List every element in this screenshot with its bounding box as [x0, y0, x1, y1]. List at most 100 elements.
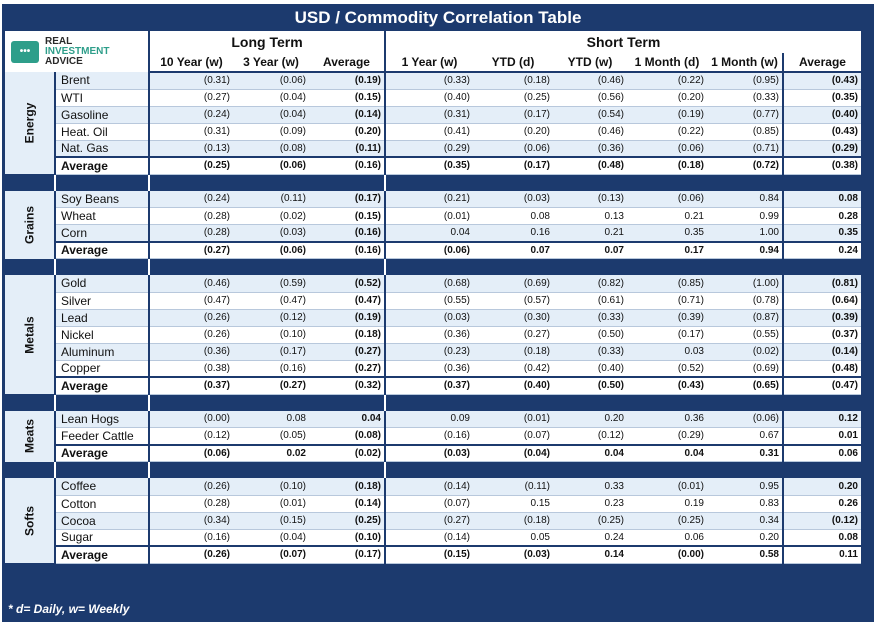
value-cell: (0.25) — [309, 512, 386, 530]
value-cell: (0.09) — [233, 123, 309, 141]
value-cell: (0.27) — [473, 326, 553, 344]
group-separator — [5, 394, 861, 411]
value-cell: (0.26) — [149, 478, 233, 496]
value-cell: (0.08) — [309, 427, 386, 445]
value-cell: (0.16) — [385, 427, 473, 445]
value-cell: 0.95 — [707, 478, 784, 496]
short-term-header: Short Term — [385, 31, 861, 53]
value-cell: (0.64) — [783, 292, 861, 310]
value-cell: (0.23) — [385, 343, 473, 361]
group-label-text: Metals — [22, 315, 37, 354]
commodity-name: Silver — [55, 292, 150, 310]
value-cell: (0.17) — [473, 106, 553, 124]
value-cell: (0.04) — [233, 89, 309, 107]
value-cell: (0.27) — [309, 360, 386, 378]
average-value-cell: (0.03) — [473, 545, 553, 564]
average-label: Average — [55, 545, 150, 564]
separator-cell — [5, 174, 56, 191]
column-header: 1 Month (d) — [627, 53, 707, 73]
average-value-cell: (0.37) — [385, 376, 473, 395]
separator-cell — [385, 174, 861, 191]
value-cell: (0.11) — [473, 478, 553, 496]
value-cell: (0.33) — [707, 89, 784, 107]
average-value-cell: (0.37) — [149, 376, 233, 395]
separator-cell — [55, 174, 150, 191]
value-cell: (0.16) — [309, 224, 386, 242]
average-value-cell: (0.06) — [385, 240, 473, 259]
value-cell: (0.78) — [707, 292, 784, 310]
value-cell: (0.34) — [149, 512, 233, 530]
value-cell: (0.14) — [309, 495, 386, 513]
commodity-name: WTI — [55, 89, 150, 107]
value-cell: (0.85) — [627, 275, 707, 293]
table-row: Softs Coffee (0.26) (0.10) (0.18) (0.14) (0.11… — [5, 478, 861, 563]
average-value-cell: (0.06) — [233, 156, 309, 175]
commodity-name: Gold — [55, 275, 150, 293]
logo-line-2: INVESTMENT — [45, 45, 110, 57]
value-cell: (0.11) — [309, 140, 386, 158]
average-value-cell: (0.06) — [149, 443, 233, 462]
value-cell: (0.28) — [149, 495, 233, 513]
value-cell: (0.19) — [309, 72, 386, 90]
column-header: Average — [783, 53, 861, 73]
average-value-cell: 0.14 — [553, 545, 627, 564]
value-cell: (0.10) — [233, 478, 309, 496]
group-label-text: Energy — [22, 102, 37, 144]
average-value-cell: 0.04 — [627, 443, 707, 462]
value-cell: (0.24) — [149, 190, 233, 208]
table-row: Cocoa (0.34) (0.15) (0.25) (0.27) (0.18) (0.25… — [5, 512, 861, 530]
value-cell: (0.07) — [473, 427, 553, 445]
value-cell: 0.08 — [473, 207, 553, 225]
value-cell: (0.25) — [473, 89, 553, 107]
separator-cell — [385, 461, 861, 478]
average-label: Average — [55, 156, 150, 175]
separator-cell — [149, 461, 386, 478]
value-cell: (0.59) — [233, 275, 309, 293]
separator-cell — [5, 461, 56, 478]
value-cell: (0.25) — [553, 512, 627, 530]
separator-cell — [149, 258, 386, 275]
value-cell: 0.12 — [783, 410, 861, 428]
average-value-cell: (0.17) — [309, 545, 386, 564]
value-cell: (0.21) — [385, 190, 473, 208]
separator-cell — [385, 258, 861, 275]
value-cell: (0.40) — [783, 106, 861, 124]
long-term-header: Long Term — [149, 31, 386, 53]
table-row: Copper (0.38) (0.16) (0.27) (0.36) (0.42) (0.4… — [5, 360, 861, 378]
value-cell: (0.43) — [783, 72, 861, 90]
average-value-cell: 0.24 — [783, 240, 861, 259]
value-cell: 0.08 — [233, 410, 309, 428]
value-cell: (0.20) — [309, 123, 386, 141]
value-cell: (0.40) — [553, 360, 627, 378]
value-cell: 0.20 — [553, 410, 627, 428]
column-header: 3 Year (w) — [233, 53, 309, 73]
value-cell: 0.21 — [627, 207, 707, 225]
average-value-cell: 0.04 — [553, 443, 627, 462]
separator-cell — [5, 258, 56, 275]
value-cell: (0.47) — [233, 292, 309, 310]
group-label: Energy — [5, 72, 56, 174]
value-cell: (0.33) — [553, 309, 627, 327]
commodity-name: Gasoline — [55, 106, 150, 124]
value-cell: (0.27) — [309, 343, 386, 361]
average-value-cell: (0.17) — [473, 156, 553, 175]
value-cell: (0.29) — [627, 427, 707, 445]
commodity-name: Brent — [55, 72, 150, 90]
average-value-cell: (0.07) — [233, 545, 309, 564]
value-cell: (0.06) — [707, 410, 784, 428]
logo: ••• REAL INVESTMENT ADVICE — [5, 31, 150, 72]
separator-cell — [55, 394, 150, 411]
value-cell: 0.20 — [783, 478, 861, 496]
commodity-name: Nat. Gas — [55, 140, 150, 158]
average-value-cell: (0.72) — [707, 156, 784, 175]
value-cell: (0.56) — [553, 89, 627, 107]
value-cell: (0.68) — [385, 275, 473, 293]
value-cell: (0.43) — [783, 123, 861, 141]
average-value-cell: (0.16) — [309, 156, 386, 175]
value-cell: (0.17) — [627, 326, 707, 344]
value-cell: (0.01) — [627, 478, 707, 496]
value-cell: (0.01) — [233, 495, 309, 513]
table-row: Nickel (0.26) (0.10) (0.18) (0.36) (0.27) (0.5… — [5, 326, 861, 344]
value-cell: (0.29) — [385, 140, 473, 158]
value-cell: (0.17) — [233, 343, 309, 361]
